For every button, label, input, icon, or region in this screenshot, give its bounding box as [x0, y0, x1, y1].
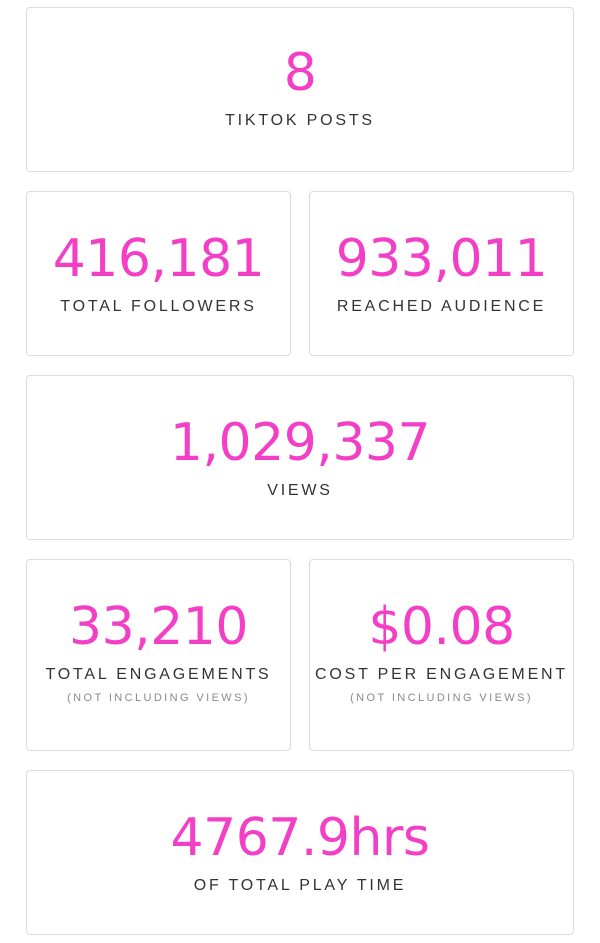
stat-card-total-play-time: 4767.9hrs OF TOTAL PLAY TIME [26, 770, 574, 935]
stat-label: TIKTOK POSTS [225, 111, 375, 129]
stat-label: COST PER ENGAGEMENT [315, 665, 568, 683]
stat-card-views: 1,029,337 VIEWS [26, 375, 574, 540]
stat-label: OF TOTAL PLAY TIME [193, 876, 407, 894]
stat-note: (NOT INCLUDING VIEWS) [350, 691, 533, 704]
stat-label: TOTAL FOLLOWERS [60, 297, 257, 315]
stat-note: (NOT INCLUDING VIEWS) [67, 691, 250, 704]
stat-value: $0.08 [368, 596, 515, 657]
stat-value: 933,011 [335, 228, 548, 289]
stat-card-total-engagements: 33,210 TOTAL ENGAGEMENTS (NOT INCLUDING … [26, 559, 291, 751]
stat-card-tiktok-posts: 8 TIKTOK POSTS [26, 7, 574, 172]
stat-value: 4767.9hrs [170, 807, 430, 868]
stat-label: VIEWS [267, 481, 333, 499]
stat-card-reached-audience: 933,011 REACHED AUDIENCE [309, 191, 574, 356]
stat-value: 33,210 [69, 596, 248, 657]
stat-value: 1,029,337 [169, 412, 431, 473]
stat-value: 8 [283, 42, 317, 103]
stat-label: TOTAL ENGAGEMENTS [45, 665, 272, 683]
stat-card-cost-per-engagement: $0.08 COST PER ENGAGEMENT (NOT INCLUDING… [309, 559, 574, 751]
stat-card-total-followers: 416,181 TOTAL FOLLOWERS [26, 191, 291, 356]
stat-label: REACHED AUDIENCE [336, 297, 547, 315]
stat-value: 416,181 [52, 228, 265, 289]
